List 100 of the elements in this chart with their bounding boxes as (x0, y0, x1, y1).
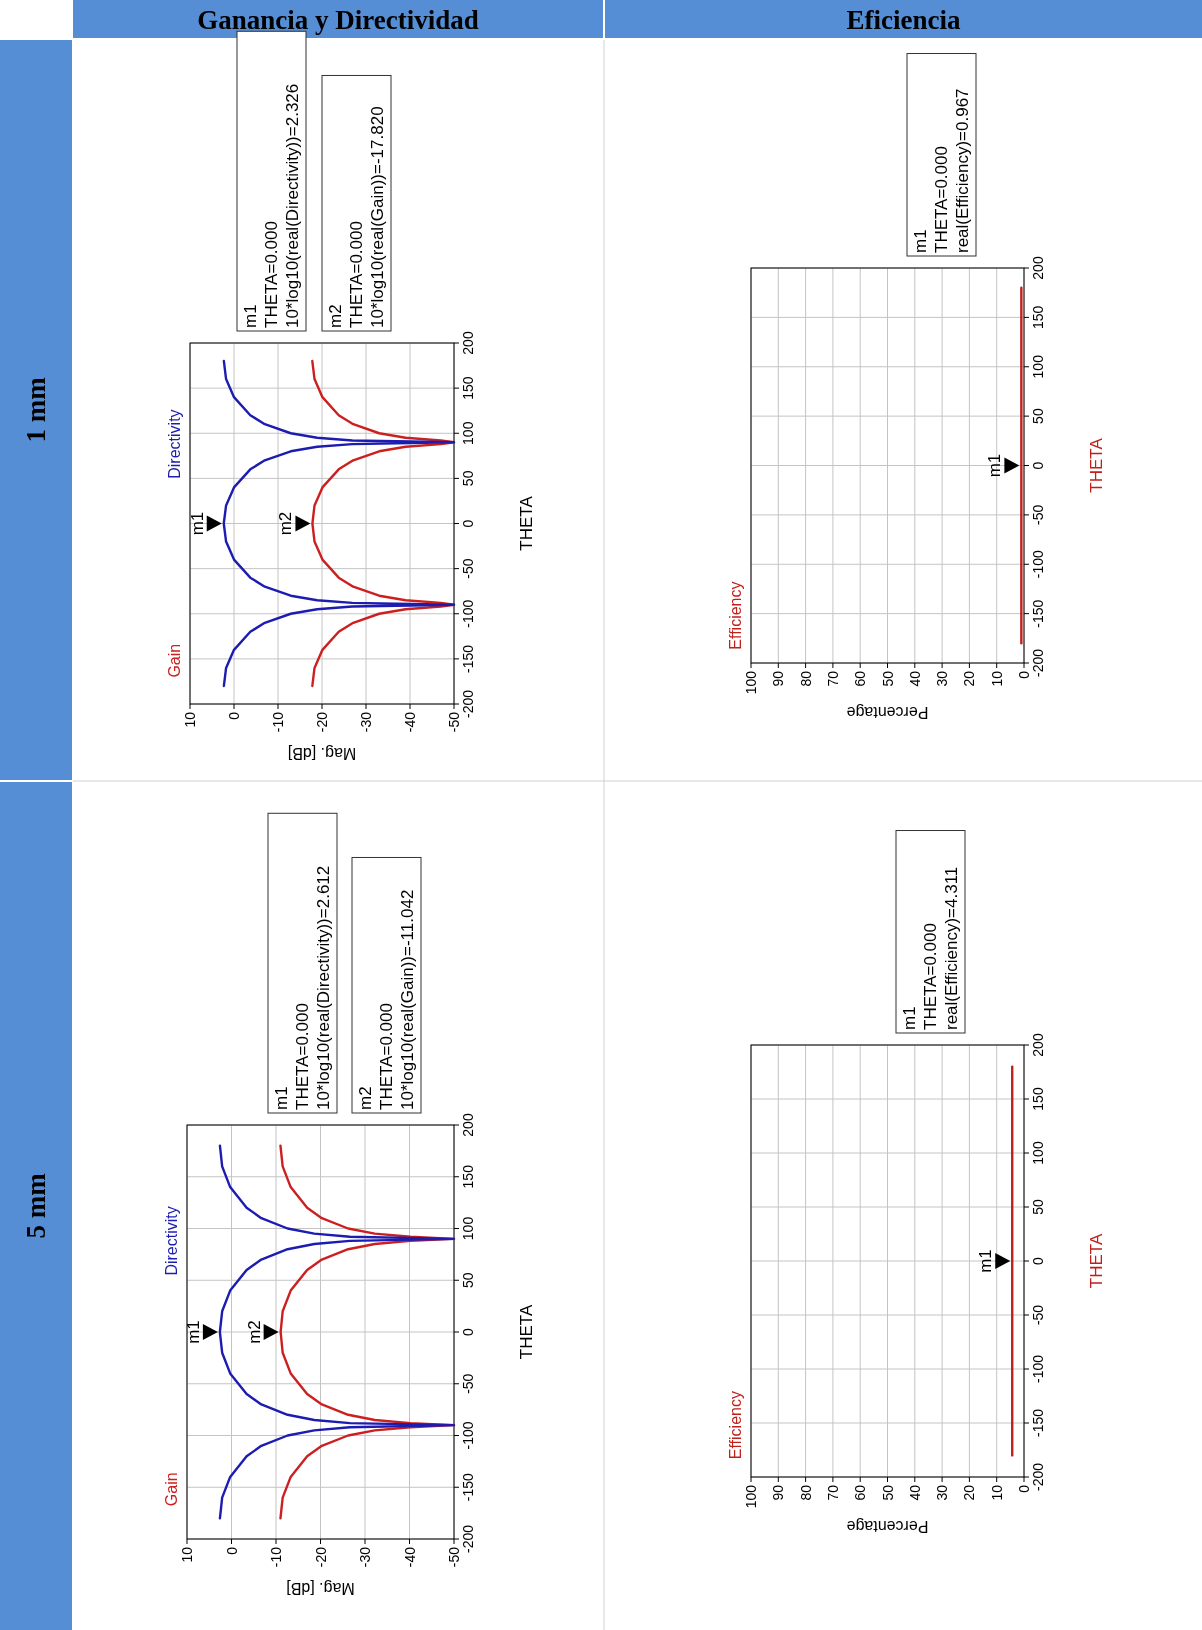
y-tick-label: -50 (460, 1373, 476, 1394)
x-tick-label: 70 (824, 1484, 841, 1501)
x-tick-label: 50 (879, 670, 896, 687)
text: m1 THETA=0.000 real(Efficiency)=0.967 (911, 88, 972, 253)
x-tick-label: 0 (1016, 1484, 1032, 1493)
annotation: m1 (183, 1320, 203, 1344)
x-tick-label: 40 (906, 1484, 923, 1501)
y-tick-label: -150 (1030, 599, 1046, 628)
y-axis-title: THETA (1087, 1233, 1106, 1289)
y-axis-title: THETA (517, 1304, 536, 1360)
x-tick-label: 20 (961, 1484, 978, 1501)
x-tick-label: -30 (357, 1546, 373, 1568)
text: 1 mm (21, 376, 51, 443)
y-axis-title: THETA (517, 495, 536, 551)
y-tick-label: 100 (460, 1216, 476, 1241)
annotation: m1 (976, 1249, 996, 1273)
y-tick-label: -50 (1030, 1304, 1046, 1326)
x-tick-label: 90 (770, 1484, 787, 1501)
x-tick-label: 30 (934, 670, 951, 687)
text: Efficiency (727, 581, 744, 650)
y-tick-label: 150 (1030, 305, 1046, 330)
x-tick-label: 0 (1016, 670, 1032, 679)
text: Directivity (163, 1206, 180, 1276)
y-tick-label: 0 (1030, 1256, 1046, 1265)
chart-title: Ganancia y Directividad (197, 5, 479, 35)
x-tick-label: -40 (401, 1546, 418, 1568)
y-tick-label: 200 (1030, 256, 1046, 280)
x-tick-label: 10 (179, 1546, 195, 1563)
y-tick-label: 100 (1030, 354, 1046, 379)
y-tick-label: 150 (460, 376, 476, 400)
y-tick-label: -100 (1030, 1354, 1046, 1384)
x-tick-label: -20 (314, 711, 330, 733)
x-tick-label: -40 (402, 711, 418, 733)
x-tick-label: 30 (934, 1484, 951, 1501)
y-tick-label: -100 (460, 599, 476, 628)
x-tick-label: 80 (797, 670, 814, 687)
x-tick-label: -10 (268, 1546, 284, 1568)
x-tick-label: 10 (988, 1484, 1005, 1501)
x-tick-label: 40 (906, 670, 923, 687)
x-tick-label: -50 (446, 711, 462, 733)
x-axis-title: Mag. [dB] (287, 745, 357, 762)
x-tick-label: 50 (879, 1484, 896, 1501)
text: m2 THETA=0.000 10*log10(real(Gain))=-17.820 (326, 106, 387, 328)
y-tick-label: -200 (1030, 1462, 1046, 1492)
x-tick-label: 20 (961, 670, 978, 687)
y-tick-label: -150 (460, 1473, 476, 1502)
y-tick-label: -200 (460, 1524, 476, 1554)
y-tick-label: 100 (460, 421, 476, 445)
annotation: m1 (187, 511, 207, 536)
x-axis-title: Percentage (846, 1518, 929, 1535)
annotation: m1 (985, 453, 1005, 478)
x-tick-label: 60 (852, 670, 869, 687)
x-tick-label: 90 (770, 670, 787, 687)
text: m1 THETA=0.000 10*log10(real(Directivity))=2.326 (241, 83, 302, 328)
y-tick-label: 150 (1030, 1087, 1046, 1111)
x-tick-label: -10 (270, 711, 286, 733)
y-tick-label: 200 (1030, 1033, 1046, 1057)
text: m1 THETA=0.000 10*log10(real(Directivity))=2.612 (272, 865, 333, 1110)
x-tick-label: 70 (824, 670, 841, 687)
y-tick-label: 150 (460, 1164, 476, 1189)
y-tick-label: 50 (460, 1272, 476, 1289)
y-tick-label: 200 (460, 1113, 476, 1137)
x-tick-label: 10 (182, 711, 198, 728)
y-tick-label: -150 (1030, 1408, 1046, 1438)
chart-title: Eficiencia (846, 5, 961, 35)
text: Gain (163, 1472, 180, 1507)
y-tick-label: 50 (1030, 1199, 1046, 1215)
annotation: m2 (276, 511, 296, 536)
y-tick-label: -50 (460, 558, 476, 579)
x-axis-title: Mag. [dB] (286, 1580, 355, 1597)
y-tick-label: 200 (460, 331, 476, 355)
x-axis-title: Percentage (846, 704, 929, 721)
y-tick-label: -200 (460, 689, 476, 719)
y-tick-label: -50 (1030, 504, 1046, 525)
x-tick-label: -20 (312, 1546, 329, 1568)
y-tick-label: 0 (460, 1327, 476, 1336)
y-tick-label: 50 (1030, 408, 1046, 424)
x-tick-label: 60 (852, 1484, 869, 1501)
y-tick-label: -150 (460, 644, 476, 673)
y-tick-label: -200 (1030, 648, 1046, 678)
text: Directivity (166, 409, 183, 479)
text: Efficiency (727, 1391, 744, 1460)
x-tick-label: 10 (988, 670, 1005, 687)
text: Gain (166, 643, 183, 678)
text: m2 THETA=0.000 10*log10(real(Gain))=-11.042 (356, 889, 417, 1110)
y-axis-title: THETA (1087, 437, 1106, 493)
y-tick-label: -100 (1030, 550, 1046, 579)
text: 5 mm (21, 1172, 51, 1239)
y-tick-label: -100 (460, 1421, 476, 1450)
x-tick-label: 100 (743, 670, 759, 695)
x-tick-label: 0 (226, 711, 242, 720)
x-tick-label: 0 (223, 1546, 240, 1555)
y-tick-label: 100 (1030, 1141, 1046, 1165)
x-tick-label: -30 (358, 711, 374, 733)
text: m1 THETA=0.000 real(Efficiency)=4.311 (900, 866, 961, 1030)
y-tick-label: 50 (460, 470, 476, 487)
x-tick-label: 100 (743, 1484, 759, 1509)
y-tick-label: 0 (460, 519, 476, 528)
y-tick-label: 0 (1030, 461, 1046, 470)
annotation: m2 (244, 1320, 264, 1344)
